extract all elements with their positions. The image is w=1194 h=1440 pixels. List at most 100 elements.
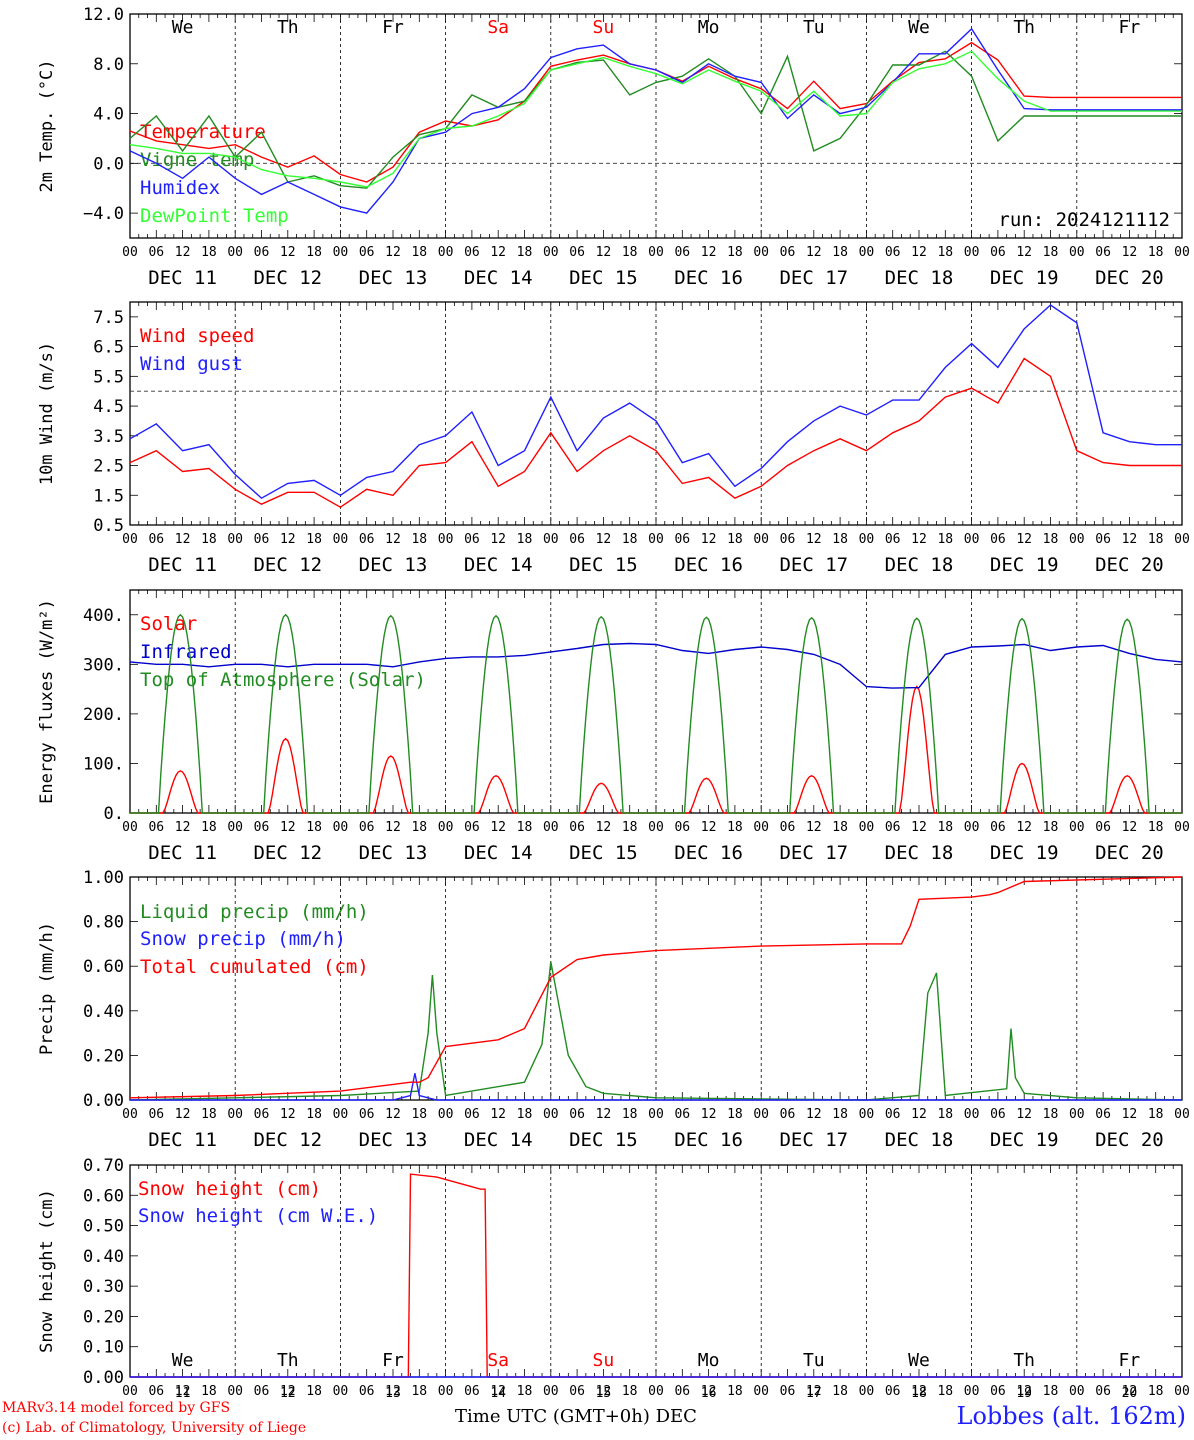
date-label: DEC 13 — [359, 267, 428, 289]
series-line — [129, 27, 1182, 214]
hour-tick-label: 12 — [490, 1384, 506, 1399]
hour-tick-label: 06 — [1095, 820, 1111, 835]
weekday-label: Fr — [382, 17, 404, 38]
hour-tick-label: 18 — [937, 820, 953, 835]
weekday-label: Th — [1013, 17, 1035, 38]
y-tick-label: 100. — [83, 754, 124, 774]
hour-tick-label: 18 — [832, 820, 848, 835]
hour-tick-label: 06 — [569, 1107, 585, 1122]
x-axis-title-text: Time UTC (GMT+0h) — [455, 1406, 650, 1427]
y-tick-label: 300. — [83, 655, 124, 675]
hour-tick-label: 06 — [148, 245, 164, 260]
hour-tick-label: 18 — [306, 532, 322, 547]
hour-tick-label: 12 — [701, 1107, 717, 1122]
hour-tick-label: 18 — [832, 1107, 848, 1122]
hour-tick-label: 18 — [727, 820, 743, 835]
date-label: DEC 11 — [148, 554, 217, 576]
hour-tick-label: 00 — [859, 820, 875, 835]
hour-tick-label: 12 — [280, 1384, 296, 1399]
hour-tick-label: 06 — [674, 245, 690, 260]
hour-tick-label: 12 — [1122, 1384, 1138, 1399]
y-tick-label: 0.40 — [83, 1247, 124, 1267]
hour-tick-label: 00 — [1069, 1384, 1085, 1399]
hour-tick-label: 12 — [596, 820, 612, 835]
y-tick-label: 4.0 — [93, 105, 124, 125]
hour-tick-label: 06 — [885, 245, 901, 260]
hour-tick-label: 12 — [701, 532, 717, 547]
y-tick-label: 0.80 — [83, 913, 124, 933]
hour-tick-label: 06 — [674, 1107, 690, 1122]
weekday-label: We — [172, 1350, 194, 1371]
y-tick-label: 1.5 — [93, 486, 124, 506]
hour-tick-label: 18 — [622, 1107, 638, 1122]
hour-tick-label: 06 — [254, 1384, 270, 1399]
hour-tick-label: 12 — [1016, 245, 1032, 260]
hour-tick-label: 00 — [333, 532, 349, 547]
hour-tick-label: 12 — [385, 1107, 401, 1122]
date-label: DEC 13 — [359, 842, 428, 864]
legend-entry: Snow height (cm) — [138, 1178, 321, 1200]
date-label: DEC 20 — [1095, 267, 1164, 289]
hour-tick-label: 18 — [517, 1107, 533, 1122]
date-label: DEC 18 — [885, 267, 954, 289]
date-label: DEC 14 — [464, 554, 533, 576]
hour-tick-label: 06 — [464, 532, 480, 547]
hour-tick-label: 18 — [727, 532, 743, 547]
hour-tick-label: 06 — [780, 1384, 796, 1399]
hour-tick-label: 06 — [990, 1107, 1006, 1122]
y-tick-label: 0.0 — [93, 154, 124, 174]
hour-tick-label: 00 — [227, 1107, 243, 1122]
hour-tick-label: 18 — [622, 245, 638, 260]
legend-entry: Temperature — [140, 121, 266, 143]
hour-tick-label: 12 — [911, 245, 927, 260]
hour-tick-label: 18 — [306, 820, 322, 835]
hour-tick-label: 12 — [280, 820, 296, 835]
hour-tick-label: 12 — [701, 820, 717, 835]
y-axis-label: Precip (mm/h) — [37, 922, 57, 1055]
date-label: DEC 16 — [674, 842, 743, 864]
series-line — [129, 961, 1183, 1101]
date-label: DEC 20 — [1095, 1129, 1164, 1151]
y-tick-label: 0.60 — [83, 1186, 124, 1206]
hour-tick-label: 12 — [806, 1107, 822, 1122]
hour-tick-label: 18 — [1148, 1107, 1164, 1122]
date-label: DEC 18 — [885, 554, 954, 576]
hour-tick-label: 18 — [1043, 532, 1059, 547]
weekday-label: We — [908, 17, 930, 38]
hour-tick-label: 12 — [806, 1384, 822, 1399]
day-number-label: 12 — [280, 1386, 296, 1401]
station-title: Lobbes (alt. 162m) — [956, 1402, 1186, 1430]
y-tick-label: −4.0 — [83, 204, 124, 224]
hour-tick-label: 00 — [859, 532, 875, 547]
y-tick-label: 0.40 — [83, 1002, 124, 1022]
hour-tick-label: 00 — [227, 820, 243, 835]
panel-3: 0. 100. 200. 300. 400. Energy fluxes (W/m²) 00… — [37, 589, 1190, 864]
y-tick-label: 0.00 — [83, 1091, 124, 1111]
hour-tick-label: 00 — [227, 1384, 243, 1399]
hour-tick-label: 18 — [727, 1384, 743, 1399]
hour-tick-label: 12 — [911, 1107, 927, 1122]
hour-tick-label: 12 — [911, 1384, 927, 1399]
hour-tick-label: 18 — [306, 1384, 322, 1399]
y-tick-label: 400. — [83, 606, 124, 626]
date-label: DEC 19 — [990, 1129, 1059, 1151]
day-number-label: 18 — [911, 1386, 927, 1401]
date-label: DEC 15 — [569, 1129, 638, 1151]
weekday-label: Fr — [1119, 17, 1141, 38]
y-tick-label: 0.30 — [83, 1277, 124, 1297]
hour-tick-label: 18 — [937, 1107, 953, 1122]
hour-tick-label: 18 — [411, 532, 427, 547]
hour-tick-label: 00 — [1174, 820, 1190, 835]
date-label: DEC 19 — [990, 267, 1059, 289]
y-tick-label: 0.10 — [83, 1338, 124, 1358]
y-axis-label: 2m Temp. (°C) — [37, 59, 57, 192]
hour-tick-label: 06 — [885, 532, 901, 547]
hour-tick-label: 18 — [832, 532, 848, 547]
y-tick-label: 8.0 — [93, 55, 124, 75]
hour-tick-label: 00 — [648, 245, 664, 260]
hour-tick-label: 00 — [648, 532, 664, 547]
hour-tick-label: 00 — [122, 1107, 138, 1122]
hour-tick-label: 12 — [806, 245, 822, 260]
hour-tick-label: 06 — [464, 245, 480, 260]
date-label: DEC 16 — [674, 267, 743, 289]
